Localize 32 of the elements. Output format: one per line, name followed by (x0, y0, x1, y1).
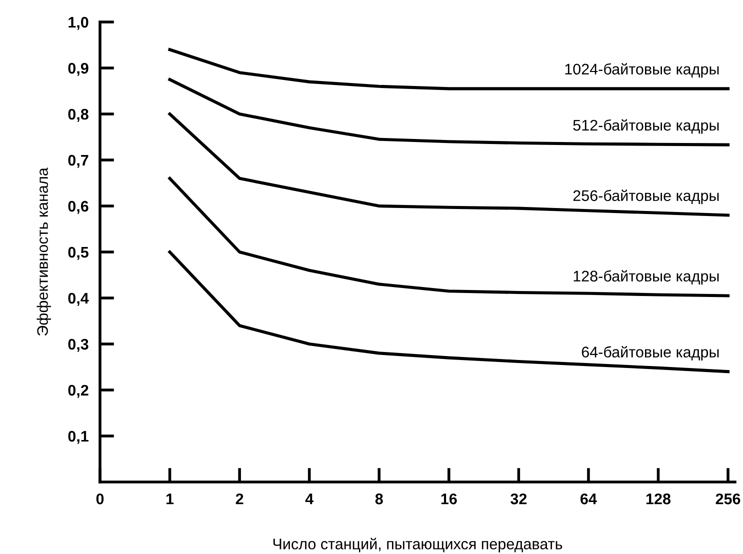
x-tick-label: 16 (441, 494, 457, 504)
x-axis-title: Число станций, пытающихся передавать (273, 538, 562, 552)
x-tick-label: 8 (375, 494, 383, 504)
y-tick-label: 0,5 (68, 246, 88, 260)
x-tick-label: 2 (236, 494, 244, 504)
y-tick-label: 0,3 (68, 338, 88, 352)
x-tick-label: 128 (646, 494, 671, 504)
line-series (168, 48, 730, 90)
x-tick-label: 1 (166, 494, 174, 504)
y-tick-label: 0,2 (68, 384, 88, 398)
line-series (168, 250, 730, 374)
series-label: 64-байтовые кадры (582, 346, 719, 360)
y-axis-title: Эффективность канала (36, 168, 51, 336)
y-tick-label: 0,6 (68, 200, 88, 214)
series-label: 512-байтовые кадры (573, 119, 719, 134)
y-tick-label: 0,4 (68, 292, 89, 306)
series-label: 128-байтовые кадры (574, 270, 719, 285)
line-series (168, 78, 730, 146)
y-tick-label: 0,7 (68, 154, 88, 168)
x-tick-label: 256 (716, 494, 740, 504)
y-tick-label: 0,9 (68, 62, 88, 76)
y-tick-label: 0,1 (68, 430, 88, 444)
series-label: 256-байтовые кадры (573, 190, 719, 204)
series-label: 1024-байтовые кадры (565, 63, 719, 78)
x-tick-label: 4 (305, 494, 314, 504)
y-tick-label: 1,0 (68, 16, 88, 30)
line-series (168, 176, 730, 298)
line-series (168, 112, 730, 217)
y-tick-label: 0,8 (68, 108, 88, 122)
x-tick-label: 32 (510, 494, 527, 504)
x-tick-label: 0 (96, 494, 104, 504)
x-tick-label: 64 (580, 494, 597, 504)
